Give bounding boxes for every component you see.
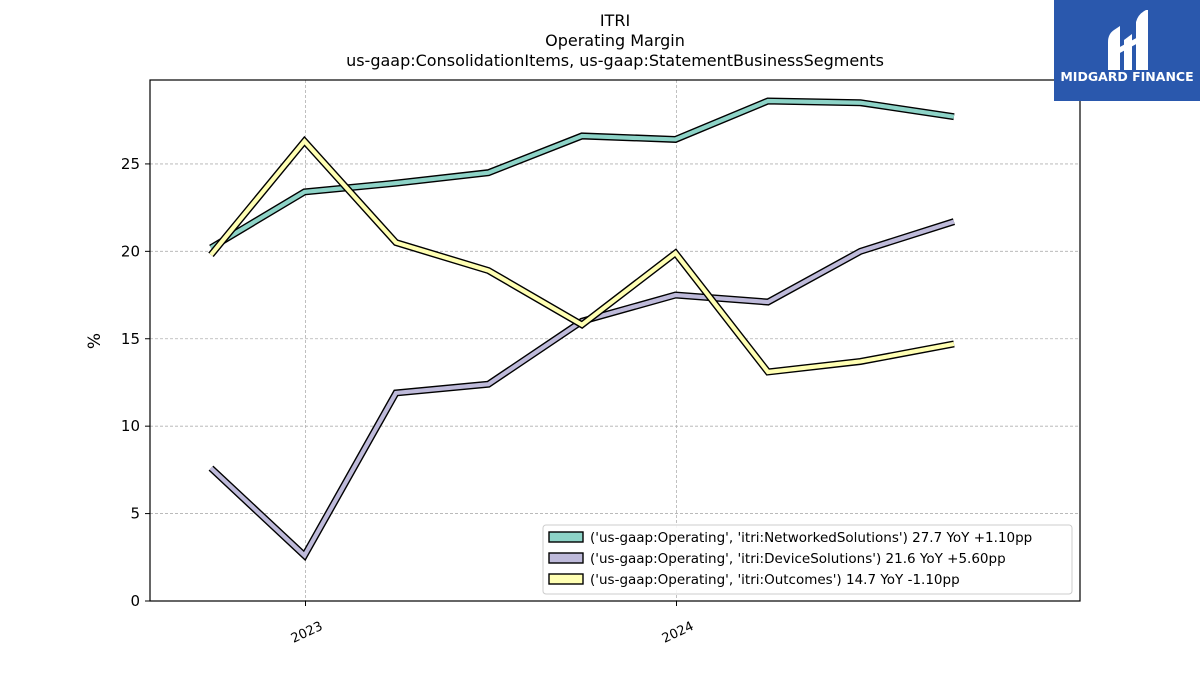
grid-lines bbox=[150, 80, 1080, 602]
series-stroke bbox=[209, 219, 955, 559]
legend-label: ('us-gaap:Operating', 'itri:Outcomes') 1… bbox=[590, 572, 960, 588]
x-tick-label: 2024 bbox=[660, 619, 696, 647]
logo: MIDGARD FINANCE bbox=[1054, 0, 1200, 101]
legend-item: ('us-gaap:Operating', 'itri:Outcomes') 1… bbox=[548, 572, 960, 588]
y-tick-label: 25 bbox=[121, 155, 140, 173]
legend-item: ('us-gaap:Operating', 'itri:NetworkedSol… bbox=[548, 530, 1032, 546]
y-tick-label: 20 bbox=[121, 242, 140, 260]
series-line bbox=[208, 135, 955, 376]
series-stroke bbox=[209, 98, 955, 250]
y-axis-ticks: 0 5 10 15 20 25 bbox=[121, 155, 150, 610]
y-tick-label: 10 bbox=[121, 417, 140, 435]
title-line: Operating Margin bbox=[545, 31, 685, 50]
series-line bbox=[208, 218, 956, 562]
logo-mark-icon bbox=[1108, 10, 1148, 70]
y-axis-label: % bbox=[85, 333, 105, 349]
series-stroke bbox=[209, 137, 955, 375]
legend-box bbox=[542, 524, 1073, 595]
series-outline bbox=[209, 97, 955, 251]
y-tick-label: 0 bbox=[130, 592, 140, 610]
series-outline bbox=[208, 135, 955, 376]
title-line: ITRI bbox=[600, 11, 630, 30]
legend-swatch bbox=[548, 573, 584, 585]
legend: ('us-gaap:Operating', 'itri:NetworkedSol… bbox=[542, 524, 1073, 595]
y-tick-label: 15 bbox=[121, 330, 140, 348]
series-lines bbox=[208, 97, 956, 562]
title-line: us-gaap:ConsolidationItems, us-gaap:Stat… bbox=[346, 51, 884, 70]
legend-label: ('us-gaap:Operating', 'itri:DeviceSoluti… bbox=[590, 551, 1006, 567]
legend-swatch bbox=[548, 552, 584, 564]
legend-swatch bbox=[548, 531, 584, 543]
x-axis-ticks: 2023 2024 bbox=[289, 601, 696, 647]
x-tick-label: 2023 bbox=[289, 619, 325, 647]
series-line bbox=[209, 97, 955, 251]
legend-item: ('us-gaap:Operating', 'itri:DeviceSoluti… bbox=[548, 551, 1006, 567]
series-outline bbox=[208, 218, 956, 562]
plot-frame bbox=[149, 79, 1081, 602]
y-tick-label: 5 bbox=[130, 505, 140, 523]
legend-label: ('us-gaap:Operating', 'itri:NetworkedSol… bbox=[590, 530, 1032, 546]
logo-text: MIDGARD FINANCE bbox=[1060, 69, 1193, 84]
